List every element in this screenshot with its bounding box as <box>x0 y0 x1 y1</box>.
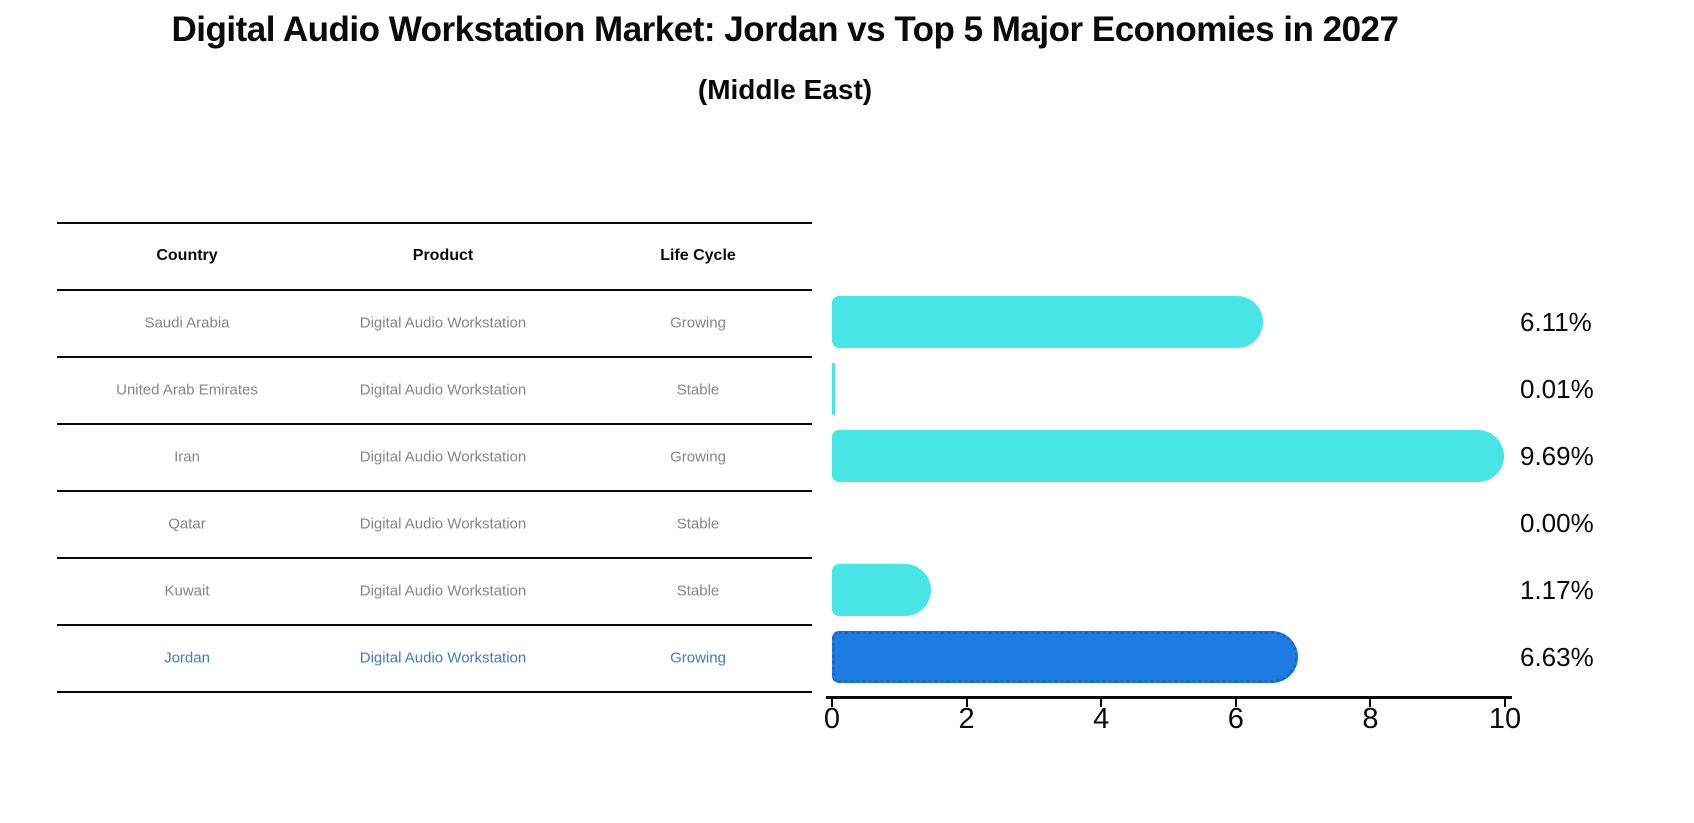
tick-label: 4 <box>1093 703 1110 735</box>
country-cell: Kuwait <box>164 582 210 599</box>
table-rule <box>57 222 812 224</box>
bar-saudi-arabia <box>832 296 1264 348</box>
bar-jordan <box>832 631 1299 683</box>
tick-mark <box>1369 699 1372 707</box>
product-cell: Digital Audio Workstation <box>359 314 527 331</box>
country-cell: United Arab Emirates <box>116 381 258 398</box>
table-rule <box>57 490 812 492</box>
table-row-qatar: Qatar Digital Audio Workstation Stable <box>57 490 812 557</box>
product-cell: Digital Audio Workstation <box>359 381 527 398</box>
life-cycle-cell: Growing <box>670 448 726 465</box>
column-header-product: Product <box>412 246 474 264</box>
value-label: 0.00% <box>1520 508 1594 538</box>
product-cell: Digital Audio Workstation <box>359 649 527 666</box>
tick-label: 2 <box>958 703 975 735</box>
life-cycle-cell: Growing <box>670 314 726 331</box>
column-header-country: Country <box>156 246 218 264</box>
value-label: 6.63% <box>1520 642 1594 672</box>
bar-united-arab-emirates <box>832 363 835 415</box>
life-cycle-cell: Stable <box>676 381 720 398</box>
x-axis <box>826 696 1512 699</box>
tick-label: 0 <box>823 703 841 735</box>
country-cell: Jordan <box>164 649 210 666</box>
tick-mark <box>1234 699 1237 707</box>
column-header-life-cycle: Life Cycle <box>660 246 736 264</box>
country-cell: Saudi Arabia <box>144 314 230 331</box>
table-row-kuwait: Kuwait Digital Audio Workstation Stable <box>57 557 812 624</box>
table-rule <box>57 624 812 626</box>
tick-label: 10 <box>1488 703 1522 735</box>
product-cell: Digital Audio Workstation <box>359 582 527 599</box>
tick-mark <box>1504 699 1506 707</box>
table-row-iran: Iran Digital Audio Workstation Growing <box>57 423 812 490</box>
table-row-united-arab-emirates: United Arab Emirates Digital Audio Works… <box>57 356 812 423</box>
life-cycle-cell: Stable <box>676 582 720 599</box>
country-cell: Qatar <box>168 515 206 532</box>
tick-label: 8 <box>1362 703 1379 735</box>
life-cycle-cell: Stable <box>676 515 720 532</box>
value-label: 9.69% <box>1520 441 1594 471</box>
bar-iran <box>832 430 1505 482</box>
tick-mark <box>965 699 968 707</box>
table-rule <box>57 691 812 693</box>
tick-mark <box>831 699 833 707</box>
product-cell: Digital Audio Workstation <box>359 448 527 465</box>
table-rule <box>57 289 812 291</box>
table-header-row: Country Product Life Cycle <box>57 222 812 289</box>
life-cycle-cell: Growing <box>670 649 726 666</box>
value-label: 6.11% <box>1520 307 1592 337</box>
value-label: 0.01% <box>1520 374 1594 404</box>
tick-label: 6 <box>1227 703 1244 735</box>
table-rule <box>57 356 812 358</box>
chart-subtitle: (Middle East) <box>697 74 873 105</box>
chart-title: Digital Audio Workstation Market: Jordan… <box>171 10 1400 49</box>
bar-kuwait <box>832 564 931 616</box>
table-row-jordan: Jordan Digital Audio Workstation Growing <box>57 624 812 691</box>
table-row-saudi-arabia: Saudi Arabia Digital Audio Workstation G… <box>57 289 812 356</box>
product-cell: Digital Audio Workstation <box>359 515 527 532</box>
table-rule <box>57 557 812 559</box>
value-label: 1.17% <box>1520 575 1594 605</box>
table-rule <box>57 423 812 425</box>
tick-mark <box>1100 699 1103 707</box>
country-cell: Iran <box>174 448 200 465</box>
